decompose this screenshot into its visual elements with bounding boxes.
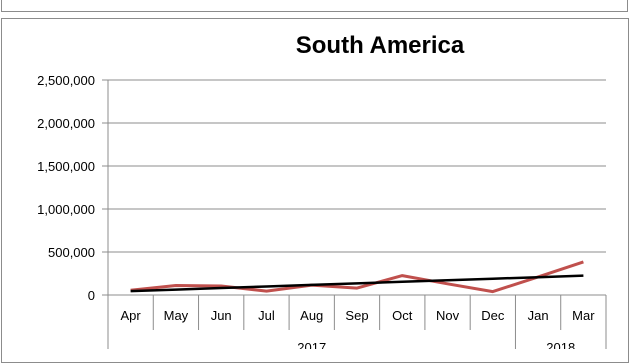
series-line: [130, 260, 584, 294]
year-label: 2018: [546, 340, 575, 349]
chart-title: South America: [296, 32, 465, 59]
y-tick-label: 1,500,000: [37, 159, 95, 174]
year-label: 2017: [297, 340, 326, 349]
x-tick-label: Aug: [300, 308, 323, 323]
x-tick-label: Mar: [572, 308, 595, 323]
x-tick-label: Jan: [528, 308, 549, 323]
x-tick-label: Jul: [258, 308, 275, 323]
x-tick-label: Jun: [211, 308, 232, 323]
trend-line: [130, 274, 584, 293]
x-tick-label: Sep: [345, 308, 368, 323]
y-tick-label: 500,000: [48, 245, 95, 260]
x-tick-label: Dec: [481, 308, 505, 323]
y-tick-label: 0: [88, 288, 95, 303]
x-tick-label: May: [164, 308, 189, 323]
y-tick-label: 1,000,000: [37, 202, 95, 217]
x-tick-label: Nov: [436, 308, 460, 323]
y-tick-label: 2,000,000: [37, 116, 95, 131]
x-tick-label: Apr: [121, 308, 142, 323]
chart-area: [1, 18, 629, 363]
x-tick-label: Oct: [392, 308, 413, 323]
line-chart: South America 0 500,000 1,000,000 1,500,000…: [37, 32, 607, 349]
upper-chart-frame: [1, 0, 628, 12]
y-tick-label: 2,500,000: [37, 73, 95, 88]
